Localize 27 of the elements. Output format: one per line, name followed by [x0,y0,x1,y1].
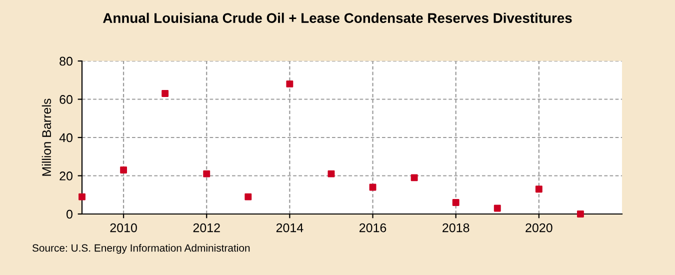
point [576,210,584,218]
x-tick-label: 2018 [442,223,470,232]
point [328,170,335,178]
x-tick-label: 2012 [193,223,220,232]
y-tick-label: 60 [60,95,72,104]
x-tick-label: 2010 [110,223,137,232]
point [244,193,252,200]
point [162,90,169,97]
y-tick-label: 20 [60,172,72,180]
point [203,170,210,178]
x-tick-label: 2016 [359,223,386,232]
source-note: Source: U.S. Energy Information Administration [32,244,250,254]
point [369,184,376,191]
point [120,166,128,174]
y-tick-label: 0 [66,210,72,219]
y-tick-label: 40 [59,133,72,142]
point [452,199,460,206]
x-tick-label: 2014 [276,223,304,232]
y-tick-label: 80 [60,56,72,66]
point [494,204,501,212]
y-axis-title: Million Barrels [42,98,52,176]
point [410,174,418,182]
point [78,193,86,200]
point [286,80,294,88]
chart-title: Annual Louisiana Crude Oil + Lease Condensate Reserves Divestitures [103,12,572,23]
point [535,186,542,193]
x-tick-label: 2020 [526,223,552,232]
